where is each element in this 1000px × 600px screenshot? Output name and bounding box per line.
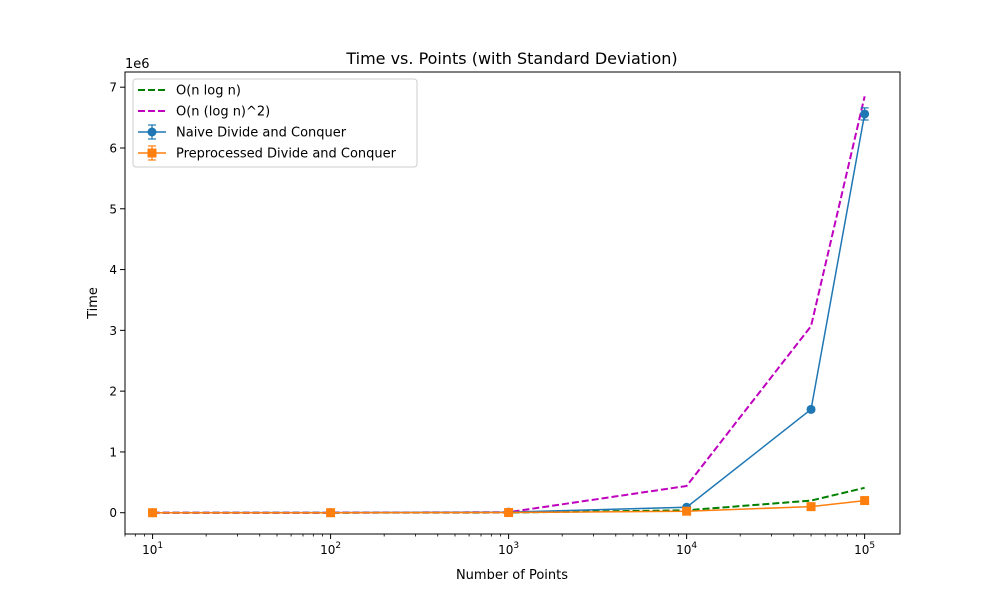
x-tick-label-exponent: 4 [691, 541, 697, 551]
legend-box [132, 78, 418, 168]
x-axis-label: Number of Points [456, 568, 568, 583]
y-tick-label: 1 [109, 445, 117, 459]
series-line-o-n-log-n-2 [152, 96, 866, 514]
x-tick-label-base: 10 [142, 543, 157, 557]
x-tick-label-exponent: 2 [335, 541, 341, 551]
x-tick-label-base: 10 [676, 543, 691, 557]
x-tick-label: 102 [320, 541, 341, 557]
legend-label: O(n log n) [176, 84, 241, 99]
x-tick-label-exponent: 3 [513, 541, 519, 551]
legend-swatch-marker [147, 127, 157, 137]
y-tick-label: 2 [109, 385, 117, 399]
y-tick-label: 6 [109, 141, 117, 155]
legend-label: Preprocessed Divide and Conquer [176, 147, 397, 162]
x-tick-label: 101 [142, 541, 163, 557]
x-tick-label-exponent: 5 [869, 541, 875, 551]
y-tick-label: 0 [109, 506, 117, 520]
x-tick-label-exponent: 1 [157, 541, 163, 551]
series-line-preprocessed-divide-and-conquer [152, 499, 865, 514]
data-point-preprocessed-divide-and-conquer [682, 506, 692, 516]
y-tick-label: 3 [109, 324, 117, 338]
data-point-preprocessed-divide-and-conquer [806, 502, 816, 512]
x-tick-label-base: 10 [320, 543, 335, 557]
data-point-preprocessed-divide-and-conquer [860, 496, 870, 506]
y-tick-label: 7 [109, 81, 117, 95]
data-point-preprocessed-divide-and-conquer [504, 508, 514, 518]
legend: O(n log n) O(n (log n)^2) Naive Divide and… [132, 78, 418, 168]
legend-swatch-marker [147, 148, 157, 158]
legend-label: O(n (log n)^2) [176, 105, 270, 120]
x-tick-label-base: 10 [854, 543, 869, 557]
y-tick-label: 4 [109, 263, 117, 277]
axes-frame [124, 71, 901, 535]
chart-title: Time vs. Points (with Standard Deviation… [345, 49, 677, 68]
x-tick-label: 103 [498, 541, 519, 557]
x-tick-label-base: 10 [498, 543, 513, 557]
data-point-naive-divide-and-conquer [806, 404, 816, 414]
x-tick-label: 105 [854, 541, 875, 557]
y-axis-offset-label: 1e6 [125, 57, 150, 72]
data-point-preprocessed-divide-and-conquer [148, 508, 158, 518]
data-point-naive-divide-and-conquer [860, 109, 870, 119]
legend-label: Naive Divide and Conquer [176, 126, 347, 141]
data-point-preprocessed-divide-and-conquer [326, 508, 336, 518]
y-tick-label: 5 [109, 202, 117, 216]
y-axis-label: Time [86, 287, 101, 320]
x-tick-label: 104 [676, 541, 697, 557]
plot-area [148, 96, 870, 518]
